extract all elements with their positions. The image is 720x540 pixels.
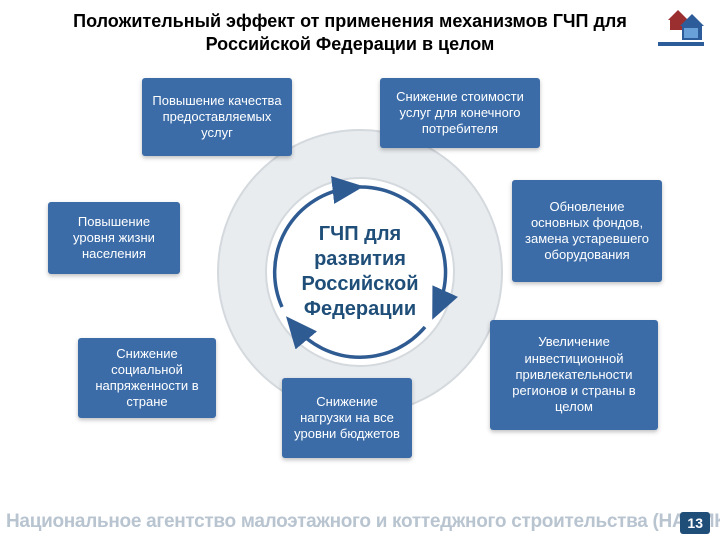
effect-box: Снижение нагрузки на все уровни бюджетов xyxy=(282,378,412,458)
page-title: Положительный эффект от применения механ… xyxy=(0,0,720,63)
effect-box: Повышение качества предоставляемых услуг xyxy=(142,78,292,156)
effect-box: Обновление основных фондов, замена устар… xyxy=(512,180,662,282)
page-number-badge: 13 xyxy=(680,512,710,534)
center-label: ГЧП для развития Российской Федерации xyxy=(275,222,445,322)
effect-box: Снижение стоимости услуг для конечного п… xyxy=(380,78,540,148)
footer-org-name: Национальное агентство малоэтажного и ко… xyxy=(0,511,720,533)
effect-box: Увеличение инвестиционной привлекательно… xyxy=(490,320,658,430)
cycle-diagram: ГЧП для развития Российской Федерации По… xyxy=(0,62,720,482)
effect-box: Повышение уровня жизни населения xyxy=(48,202,180,274)
effect-box: Снижение социальной напряженности в стра… xyxy=(78,338,216,418)
org-logo-icon xyxy=(658,6,704,46)
footer: Национальное агентство малоэтажного и ко… xyxy=(0,504,720,540)
